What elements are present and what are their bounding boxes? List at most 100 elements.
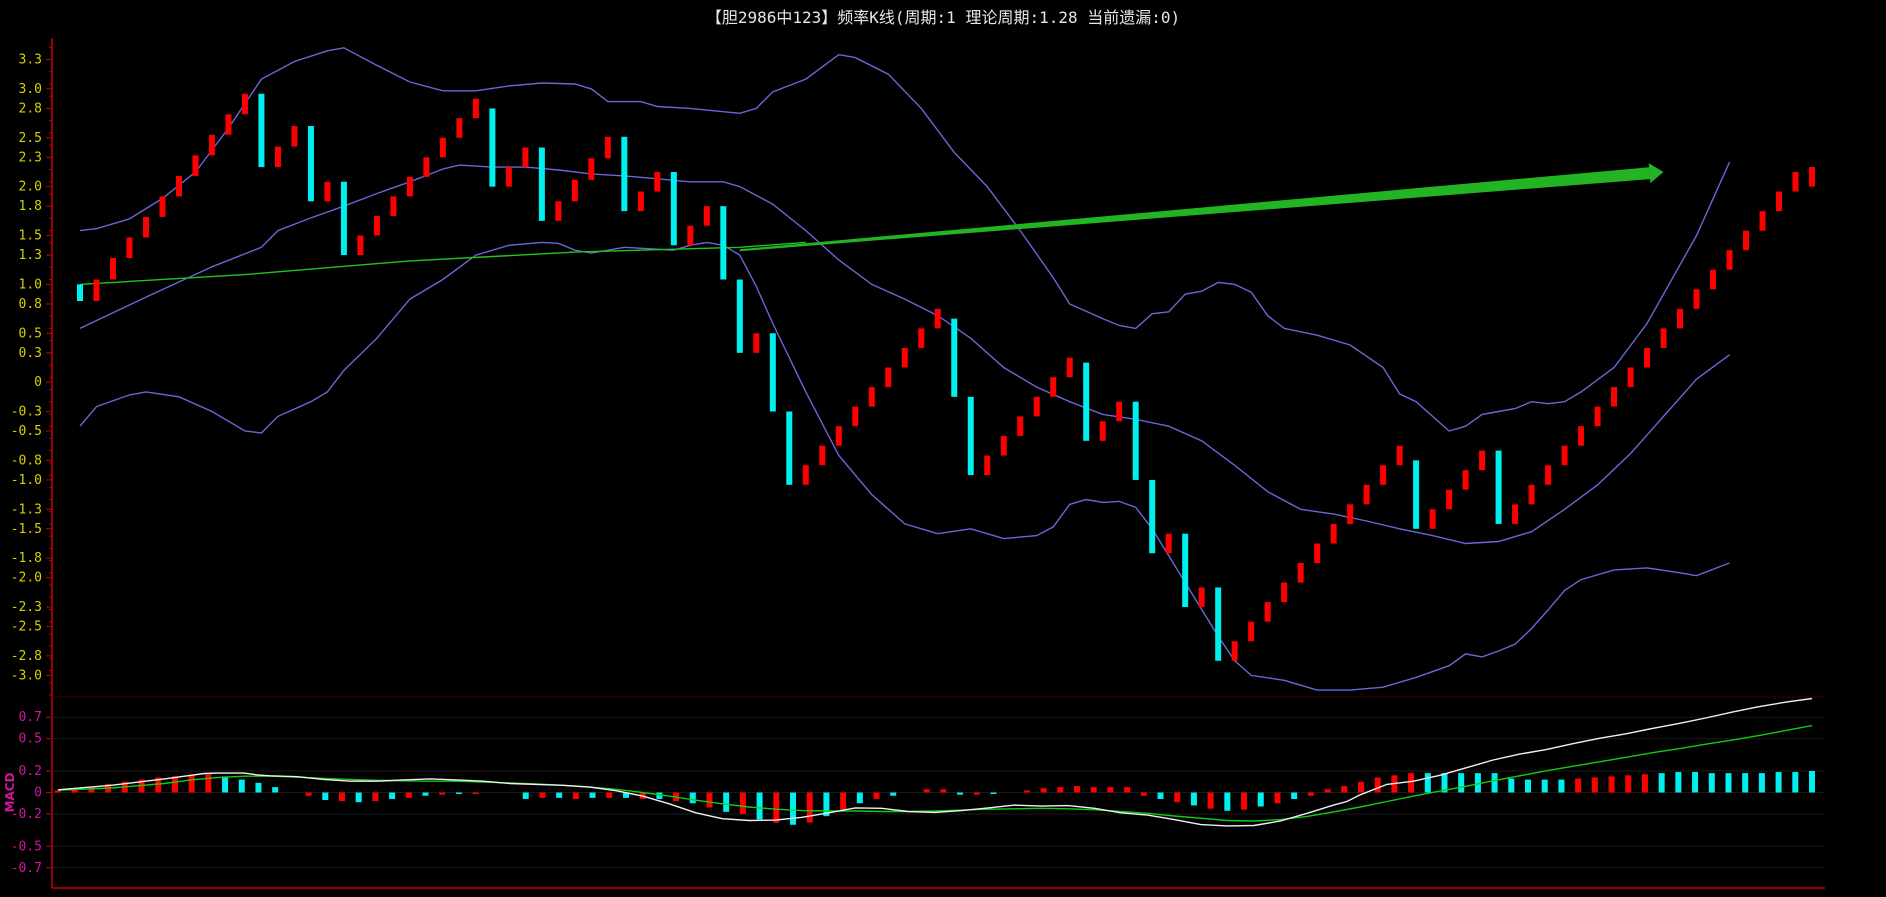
up-candle [1726, 250, 1733, 270]
up-candle [1743, 230, 1750, 251]
macd-tick-label: 0.5 [19, 732, 42, 747]
macd-label: MACD [3, 772, 17, 812]
up-candle [555, 201, 562, 221]
macd-bar [88, 787, 95, 793]
down-candle [538, 147, 545, 221]
macd-bar [422, 792, 429, 796]
up-candle [456, 118, 463, 138]
up-candle [1594, 406, 1601, 427]
up-candle [1198, 587, 1205, 608]
macd-bar [472, 792, 479, 794]
macd-bar [706, 792, 713, 808]
up-candle [604, 136, 611, 159]
up-candle [439, 137, 446, 158]
up-candle [1446, 489, 1453, 510]
up-candle [1611, 387, 1618, 407]
down-candle [1215, 587, 1222, 661]
up-candle [1363, 484, 1370, 505]
down-candle [769, 333, 776, 412]
macd-bar [1641, 774, 1648, 793]
up-candle [522, 147, 529, 168]
macd-bar [1541, 779, 1548, 793]
up-candle [291, 126, 298, 147]
macd-bar [1107, 787, 1114, 793]
macd-bar [305, 792, 312, 796]
macd-bar [1508, 778, 1515, 793]
down-candle [670, 171, 677, 246]
macd-bar [1357, 781, 1364, 793]
trend-arrow-shaft [739, 167, 1651, 252]
up-candle [241, 93, 248, 115]
macd-bar [539, 792, 546, 798]
up-candle [1116, 401, 1123, 422]
up-candle [1561, 445, 1568, 466]
macd-bar [1424, 773, 1431, 793]
macd-bar [890, 792, 897, 796]
macd-bar [1090, 787, 1097, 793]
up-candle [1066, 357, 1073, 378]
up-candle [159, 196, 166, 217]
down-candle [1182, 533, 1189, 608]
macd-panel [52, 697, 1825, 869]
up-candle [1479, 450, 1486, 471]
band-upper-line [79, 47, 1731, 432]
macd-bar [1792, 772, 1799, 793]
up-candle [1380, 465, 1387, 485]
dea-line [57, 724, 1813, 822]
y-tick-label: -1.3 [11, 502, 42, 517]
down-candle [621, 136, 628, 212]
up-candle [324, 181, 331, 202]
up-candle [1099, 421, 1106, 441]
up-candle [109, 258, 116, 280]
up-candle [637, 191, 644, 212]
up-candle [885, 367, 892, 388]
macd-bar [1458, 773, 1465, 793]
y-tick-label: 0.8 [19, 297, 42, 312]
y-tick-label: 0.5 [19, 326, 42, 341]
y-tick-label: -3.0 [11, 668, 42, 683]
macd-bar [723, 792, 730, 812]
macd-bar [940, 789, 947, 793]
band-middle-line [79, 164, 1730, 545]
down-candle [967, 396, 974, 476]
down-candle [340, 181, 347, 256]
y-tick-label: 2.3 [19, 150, 42, 165]
macd-bar [773, 792, 780, 823]
macd-tick-label: 0.7 [19, 710, 42, 725]
macd-bar [1073, 786, 1080, 793]
macd-bar [1474, 773, 1481, 793]
macd-bar [188, 775, 195, 793]
up-candle [192, 155, 199, 176]
macd-bar [1708, 773, 1715, 793]
long-ma-line [79, 241, 806, 286]
up-candle [1264, 602, 1271, 622]
y-tick-label: 2.5 [19, 131, 42, 146]
macd-bar [1775, 772, 1782, 793]
macd-bar [756, 792, 763, 820]
down-candle [736, 279, 743, 353]
up-candle [819, 445, 826, 466]
macd-bar [272, 787, 279, 793]
y-tick-label: 0 [34, 375, 42, 390]
y-tick-label: 0.3 [19, 346, 42, 361]
macd-bar [372, 792, 379, 802]
up-candle [175, 175, 182, 197]
macd-bar [1324, 789, 1331, 793]
macd-bar [990, 792, 997, 794]
up-candle [901, 347, 908, 368]
up-candle [423, 157, 430, 177]
up-candle [1809, 167, 1815, 187]
up-candle [1000, 435, 1007, 456]
up-candle [225, 114, 232, 135]
up-candle [934, 308, 941, 329]
macd-bar [1274, 792, 1281, 804]
macd-tick-label: -0.2 [11, 807, 42, 822]
down-candle [720, 206, 727, 280]
down-candle [786, 411, 793, 485]
down-candle [307, 126, 314, 202]
macd-bar [840, 792, 847, 810]
down-candle [489, 108, 496, 187]
up-candle [588, 158, 595, 180]
